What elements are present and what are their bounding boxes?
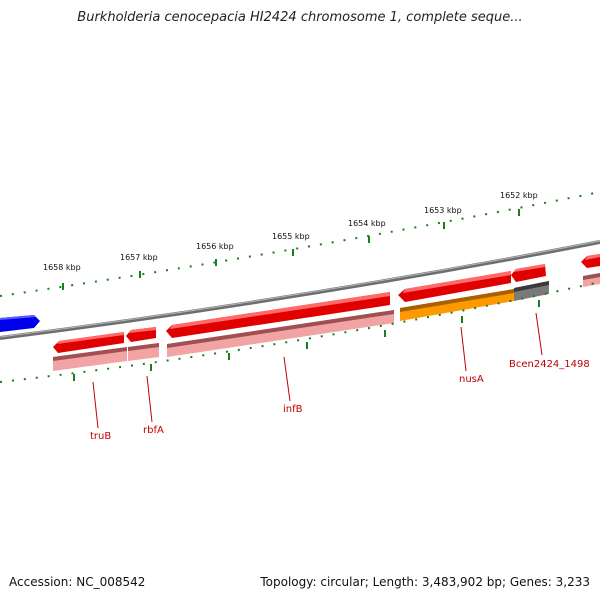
gene-name: Bcen2424_1498 bbox=[509, 359, 590, 370]
gene-infB-arrow[interactable] bbox=[166, 292, 390, 338]
scale-label: 1657 kbp bbox=[120, 253, 158, 262]
scale-label: 1655 kbp bbox=[272, 232, 310, 241]
cds-rbfA-bar[interactable] bbox=[128, 343, 159, 361]
feature-reverse-strand[interactable] bbox=[0, 315, 40, 332]
lower-scale-ruler bbox=[0, 281, 600, 383]
scale-label: 1653 kbp bbox=[424, 206, 462, 215]
topology-text: Topology: circular; Length: 3,483,902 bp… bbox=[260, 575, 590, 589]
gene-label-truB[interactable]: truB bbox=[90, 381, 111, 442]
cds-nusA-bar[interactable] bbox=[400, 289, 514, 321]
upper-scale-ruler: 1658 kbp 1657 kbp 1656 kbp 1655 kbp 1654… bbox=[0, 191, 600, 297]
gene-label-infB[interactable]: infB bbox=[283, 356, 303, 415]
accession-text: Accession: NC_008542 bbox=[9, 575, 146, 589]
genome-backbone bbox=[0, 240, 600, 340]
gene-right-edge-arrow[interactable] bbox=[581, 254, 600, 268]
gene-rbfA-arrow[interactable] bbox=[126, 327, 156, 342]
cds-right-edge-bar[interactable] bbox=[583, 273, 600, 287]
gene-name: rbfA bbox=[143, 425, 164, 436]
gene-Bcen2424_1498-arrow[interactable] bbox=[511, 264, 546, 282]
gene-name: truB bbox=[90, 431, 111, 442]
gene-label-rbfA[interactable]: rbfA bbox=[143, 375, 164, 436]
scale-label: 1654 kbp bbox=[348, 219, 386, 228]
gene-label-Bcen2424_1498[interactable]: Bcen2424_1498 bbox=[509, 312, 590, 370]
scale-label: 1656 kbp bbox=[196, 242, 234, 251]
gene-nusA-arrow[interactable] bbox=[398, 271, 511, 302]
scale-label: 1652 kbp bbox=[500, 191, 538, 200]
cds-Bcen2424_1498-bar[interactable] bbox=[514, 281, 549, 301]
gene-name: infB bbox=[283, 404, 303, 415]
map-title: Burkholderia cenocepacia HI2424 chromoso… bbox=[77, 10, 523, 25]
cds-infB-bar[interactable] bbox=[167, 310, 394, 357]
scale-label: 1658 kbp bbox=[43, 263, 81, 272]
cds-truB-bar[interactable] bbox=[53, 347, 127, 371]
gene-truB-arrow[interactable] bbox=[53, 332, 124, 353]
gene-name: nusA bbox=[459, 374, 484, 385]
gene-label-nusA[interactable]: nusA bbox=[459, 326, 484, 385]
